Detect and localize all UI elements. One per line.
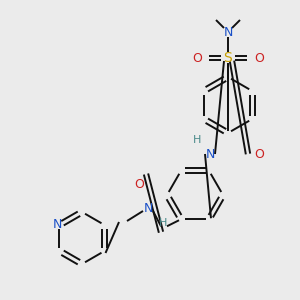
Text: H: H	[159, 218, 167, 228]
Text: H: H	[193, 135, 201, 145]
Text: N: N	[205, 148, 215, 160]
Text: O: O	[192, 52, 202, 64]
Text: O: O	[254, 52, 264, 64]
Text: N: N	[223, 26, 233, 38]
Text: O: O	[254, 148, 264, 160]
Text: S: S	[224, 51, 232, 65]
Text: O: O	[134, 178, 144, 190]
Text: N: N	[143, 202, 153, 214]
Text: N: N	[53, 218, 62, 232]
